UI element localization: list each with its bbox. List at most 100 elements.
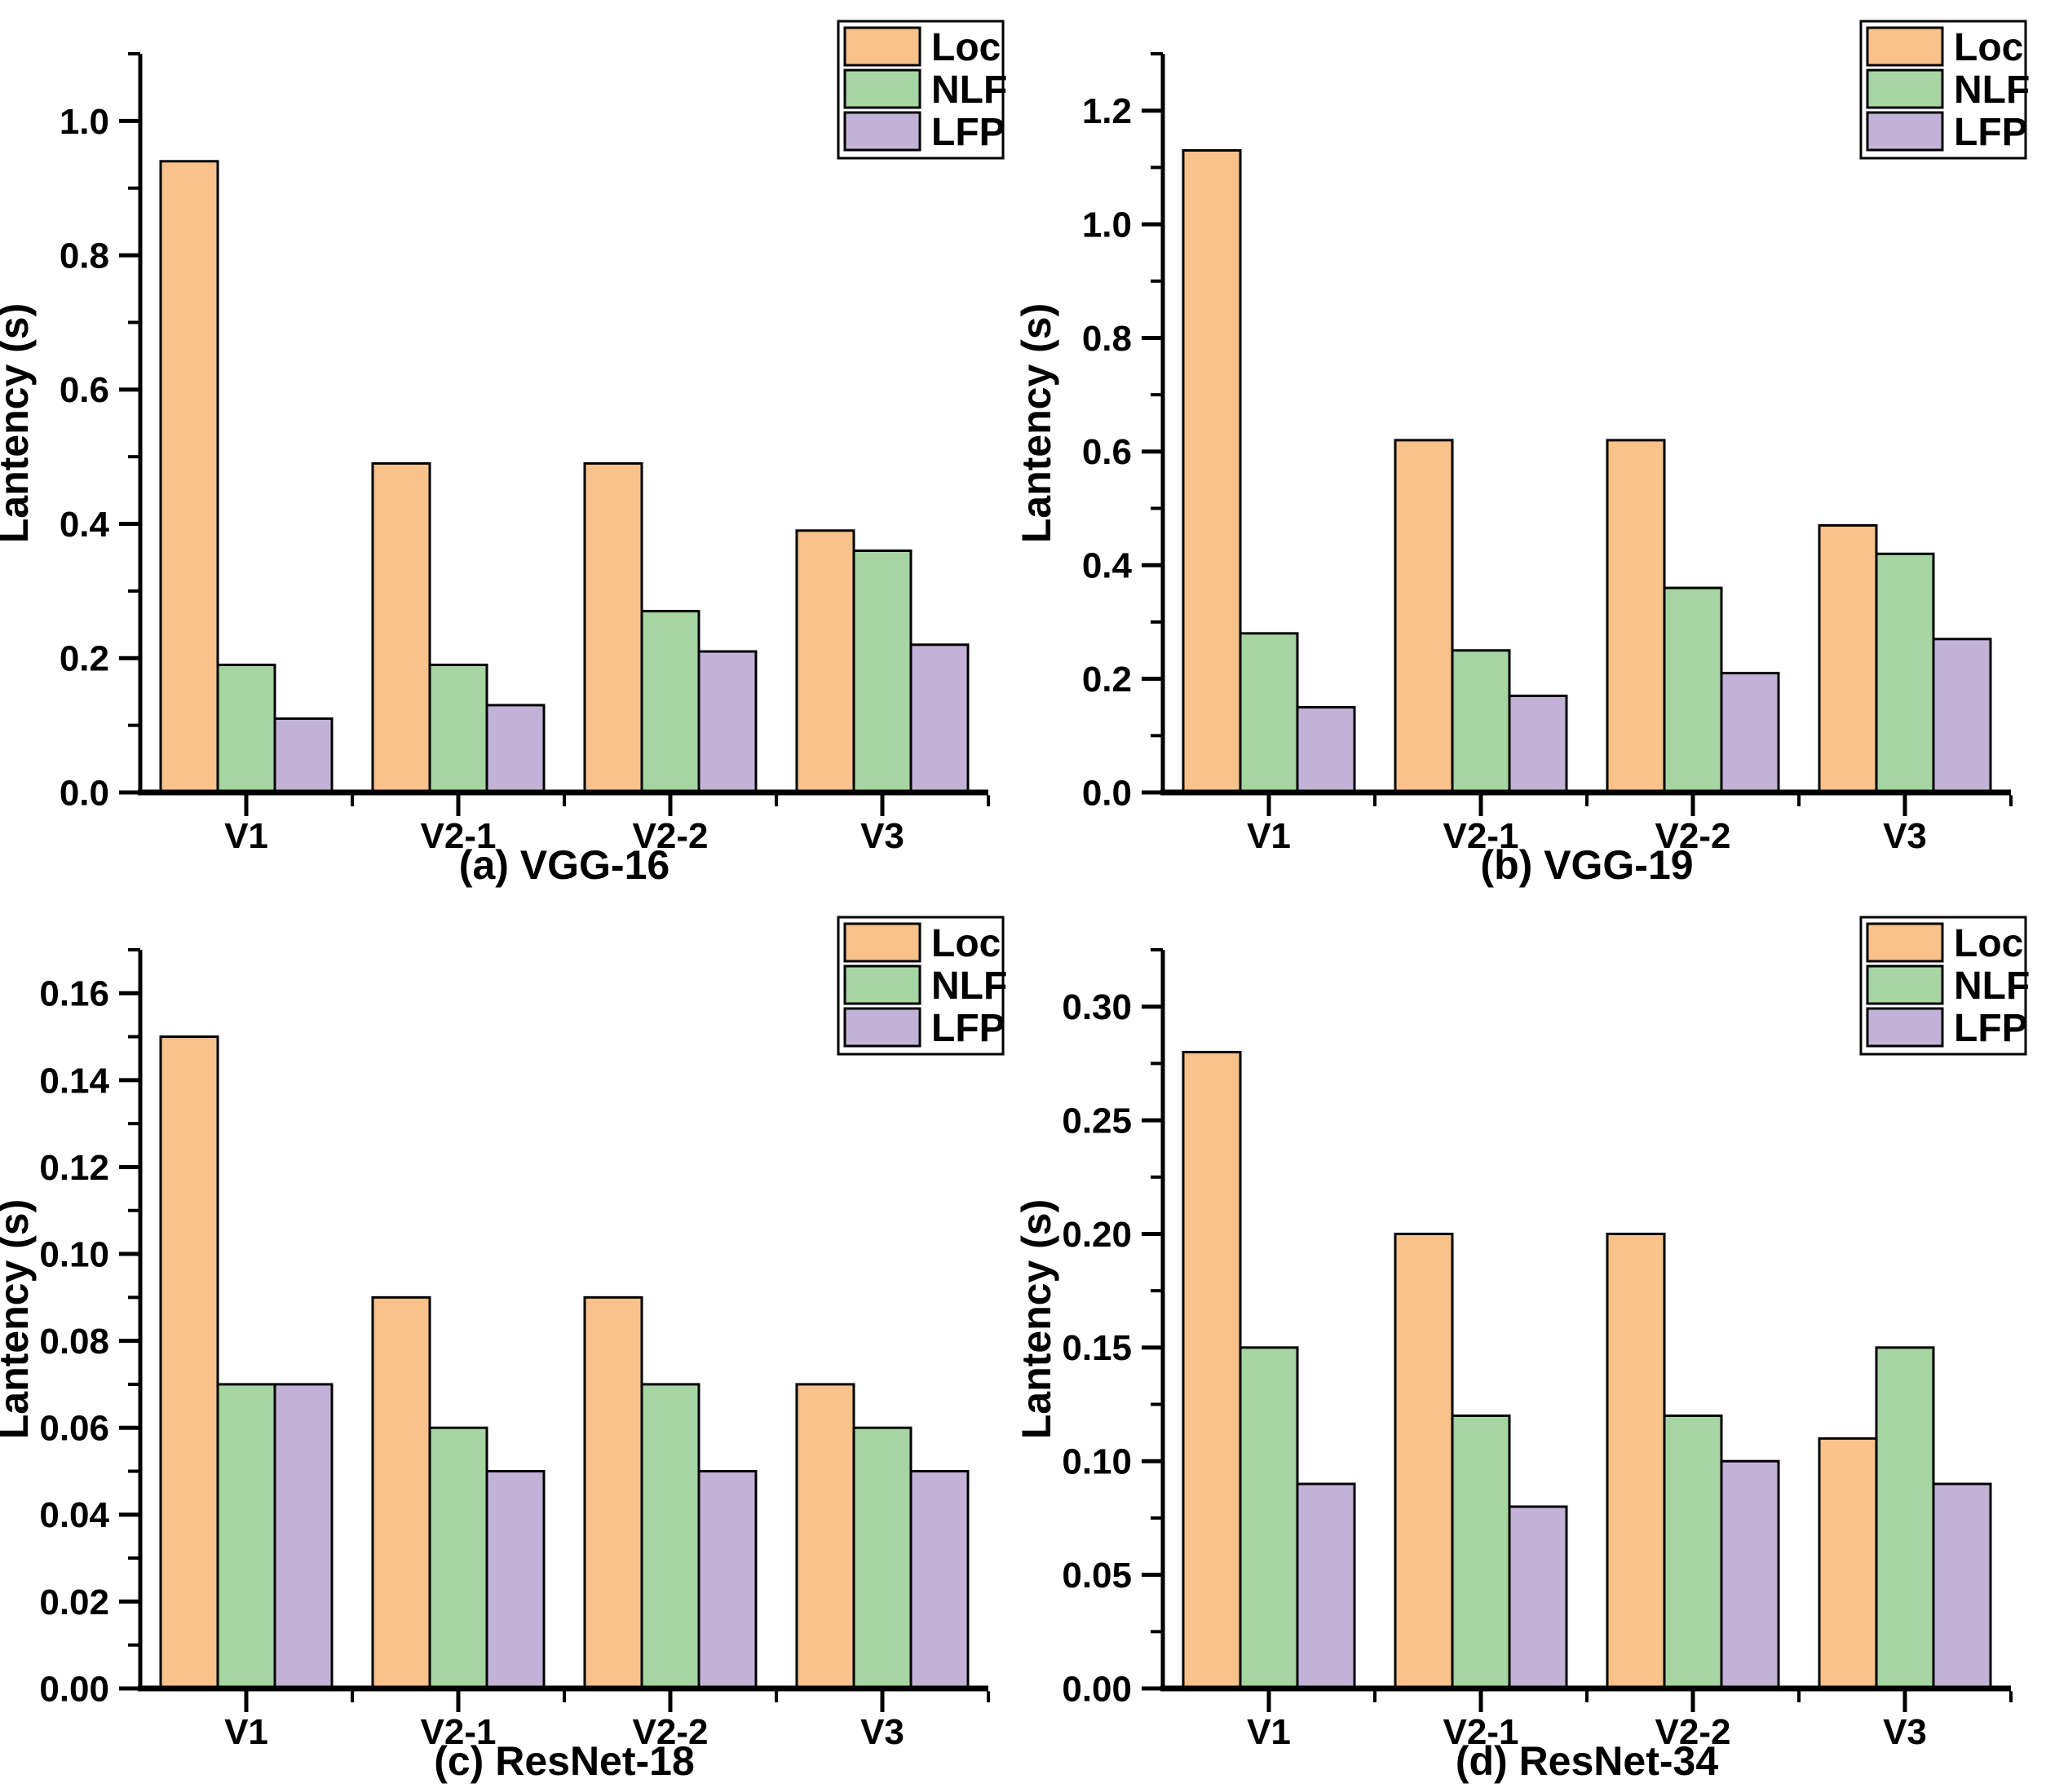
bar-v3-lfp [909, 643, 970, 794]
x-tick-label-v3: V3 [860, 816, 904, 856]
bar-v2-2-lfp [697, 1470, 758, 1690]
legend-label-nlf: NLF [931, 68, 1007, 112]
bar-v2-1-nlf [428, 1426, 488, 1690]
y-tick-label: 0.30 [1062, 987, 1132, 1027]
bar-v2-2-lfp [1720, 1459, 1780, 1690]
bars [1182, 148, 1992, 794]
x-tick-label-v1: V1 [224, 816, 268, 856]
bar-v1-loc [1182, 148, 1242, 794]
axes [119, 52, 990, 816]
y-axis-title: Lantency (s) [1014, 1199, 1059, 1440]
legend-swatch-lfp [1866, 1007, 1944, 1048]
y-tick-label: 1.0 [1082, 205, 1132, 245]
bars [1182, 1050, 1992, 1690]
x-tick-label-v2-2: V2-2 [1655, 1712, 1731, 1752]
y-axis-title: Lantency (s) [0, 303, 37, 544]
bar-v2-1-nlf [428, 664, 488, 794]
bar-v3-loc [1818, 1437, 1878, 1690]
y-tick-label: 0.20 [1062, 1215, 1132, 1255]
y-tick-label: 0.04 [39, 1495, 109, 1535]
legend-label-nlf: NLF [1954, 68, 2030, 112]
bar-v2-1-loc [371, 461, 431, 794]
legend-label-lfp: LFP [931, 111, 1005, 154]
bars [159, 160, 970, 794]
bar-v1-loc [1182, 1050, 1242, 1690]
legend-label-loc: Loc [931, 26, 1001, 69]
y-tick-label: 0.06 [39, 1409, 109, 1449]
legend-swatch-nlf [1866, 68, 1944, 109]
y-tick-label: 0.10 [39, 1234, 109, 1274]
y-tick-label: 0.8 [60, 236, 109, 276]
y-tick-label: 0.4 [1082, 546, 1133, 586]
axis-text: 0.0 0.2 0.4 0.6 0.8 1.0 1.2 V1 V2-1 V2-2 V3 Lantenc… [1014, 91, 1927, 888]
axis-text: 0.00 0.05 0.10 0.15 0.20 0.25 0.30 V1 V2-1 V2-2 V3… [1014, 987, 1927, 1784]
chart-vgg16: 0.0 0.2 0.4 0.6 0.8 1.0 V1 V2-1 V2-2 V3 Lantency (… [0, 0, 1023, 896]
x-tick-label-v3: V3 [1883, 1712, 1927, 1752]
bar-v2-2-nlf [640, 610, 700, 794]
chart-svg-vgg16: 0.0 0.2 0.4 0.6 0.8 1.0 V1 V2-1 V2-2 V3 Lantency (… [0, 20, 1007, 888]
bar-v3-lfp [1932, 1482, 1992, 1690]
y-tick-label: 0.10 [1062, 1442, 1132, 1482]
bar-v3-nlf [852, 1426, 913, 1690]
y-tick-label: 0.0 [1082, 773, 1132, 813]
bar-v1-lfp [273, 717, 334, 794]
chart-svg-resnet18: 0.00 0.02 0.04 0.06 0.08 0.10 0.12 0.14 0.16 V1 V2… [0, 916, 1007, 1784]
bar-v3-nlf [852, 549, 913, 794]
x-tick-label-v1: V1 [224, 1712, 268, 1752]
bar-v1-loc [159, 160, 219, 794]
y-tick-label: 0.6 [60, 370, 109, 410]
y-tick-label: 0.12 [39, 1148, 109, 1188]
bar-v1-lfp [1296, 1482, 1356, 1690]
y-tick-label: 1.2 [1082, 91, 1132, 131]
y-tick-label: 0.0 [60, 773, 109, 813]
chart-caption: (c) ResNet-18 [434, 1738, 695, 1784]
y-tick-label: 0.8 [1082, 319, 1132, 359]
x-tick-label-v2-2: V2-2 [633, 1712, 709, 1752]
y-tick-label: 0.00 [1062, 1669, 1132, 1709]
legend-swatch-loc [843, 26, 921, 67]
y-tick-label: 0.25 [1062, 1101, 1132, 1141]
bar-v1-loc [159, 1035, 219, 1690]
bar-v2-2-loc [1606, 439, 1666, 794]
bar-v3-lfp [909, 1470, 970, 1690]
x-tick-label-v3: V3 [1883, 816, 1927, 856]
legend-label-loc: Loc [1954, 922, 2023, 965]
chart-caption: (b) VGG-19 [1480, 842, 1693, 888]
axes [119, 948, 990, 1712]
chart-resnet18: 0.00 0.02 0.04 0.06 0.08 0.10 0.12 0.14 0.16 V1 V2… [0, 896, 1023, 1792]
y-tick-label: 1.0 [60, 102, 109, 142]
bar-v3-loc [1818, 523, 1878, 794]
legend-label-lfp: LFP [931, 1007, 1005, 1050]
x-tick-label-v3: V3 [860, 1712, 904, 1752]
x-tick-label-v2-2: V2-2 [1655, 816, 1731, 856]
legend-label-nlf: NLF [1954, 964, 2030, 1008]
bar-v1-nlf [216, 664, 276, 794]
x-tick-label-v2-2: V2-2 [633, 816, 709, 856]
bar-v3-loc [795, 529, 855, 794]
legend-swatch-lfp [1866, 111, 1944, 152]
bar-v2-2-loc [583, 461, 643, 794]
axis-text: 0.0 0.2 0.4 0.6 0.8 1.0 V1 V2-1 V2-2 V3 Lantency (… [0, 102, 904, 888]
axes [1142, 52, 2013, 816]
bar-v1-lfp [1296, 705, 1356, 794]
legend-label-nlf: NLF [931, 964, 1007, 1008]
y-tick-label: 0.08 [39, 1322, 109, 1362]
legend-swatch-lfp [843, 111, 921, 152]
bar-v2-1-lfp [1508, 695, 1568, 794]
bar-v2-1-lfp [485, 1470, 546, 1690]
y-tick-label: 0.6 [1082, 432, 1132, 472]
y-tick-label: 0.00 [39, 1669, 109, 1709]
bar-v2-1-lfp [485, 704, 546, 794]
chart-caption: (d) ResNet-34 [1456, 1738, 1718, 1784]
bar-v2-2-loc [583, 1295, 643, 1690]
y-tick-label: 0.02 [39, 1582, 109, 1622]
x-tick-label-v2-1: V2-1 [1443, 816, 1519, 856]
bar-v2-1-nlf [1451, 1414, 1511, 1690]
axis-text: 0.00 0.02 0.04 0.06 0.08 0.10 0.12 0.14 0.16 V1 V2… [0, 974, 904, 1784]
bar-v2-1-loc [1394, 1232, 1454, 1690]
